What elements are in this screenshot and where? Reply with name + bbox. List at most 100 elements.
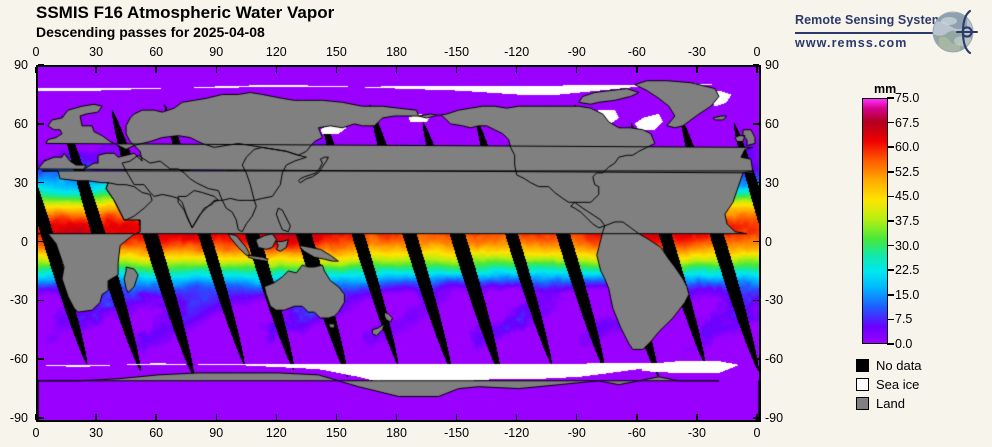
y-axis-tick-right — [753, 123, 759, 125]
y-axis-label-right: -30 — [765, 293, 784, 308]
x-axis-tick-bottom — [95, 414, 97, 420]
title-block: SSMIS F16 Atmospheric Water Vapor Descen… — [36, 3, 334, 41]
x-axis-label-bottom: -120 — [504, 426, 530, 440]
y-axis-tick-right — [753, 64, 759, 66]
colorbar-tick — [887, 318, 894, 321]
page-title: SSMIS F16 Atmospheric Water Vapor — [36, 3, 335, 22]
x-axis-tick-bottom — [696, 414, 698, 420]
y-axis-label-left: 90 — [14, 58, 28, 72]
x-axis-label-top: 30 — [89, 45, 104, 59]
y-axis-label-left: 0 — [21, 234, 28, 249]
x-axis-tick-bottom — [215, 414, 217, 420]
legend-swatch — [856, 359, 869, 372]
y-axis-tick-right — [753, 299, 759, 302]
colorbar-tick-label: 15.0 — [895, 287, 920, 302]
x-axis-tick-bottom — [756, 414, 758, 420]
colorbar-tick — [887, 294, 894, 296]
colorbar-tick — [887, 220, 894, 222]
x-axis-label-top: 120 — [265, 45, 287, 59]
x-axis-label-bottom: 90 — [209, 426, 224, 440]
x-axis-tick-top — [215, 67, 217, 73]
y-axis-tick-right — [753, 240, 759, 243]
legend-label: Land — [876, 396, 905, 411]
x-axis-tick-bottom — [395, 414, 398, 420]
x-axis-label-top: 90 — [209, 45, 224, 59]
y-axis-tick-left — [38, 181, 44, 184]
y-axis-tick-right — [753, 181, 759, 184]
x-axis-label-top: -30 — [687, 45, 706, 59]
colorbar — [862, 98, 888, 344]
remss-logo[interactable]: Remote Sensing Systems www.remss.com — [795, 8, 985, 56]
y-axis-tick-left — [38, 417, 44, 419]
colorbar-tick — [887, 97, 894, 99]
x-axis-tick-top — [636, 67, 638, 73]
y-axis-label-left: -60 — [9, 352, 28, 367]
y-axis-label-right: 90 — [765, 58, 779, 72]
y-axis-tick-left — [38, 64, 44, 66]
x-axis-label-bottom: 60 — [149, 426, 164, 440]
y-axis-label-right: 60 — [765, 116, 779, 131]
colorbar-tick — [887, 269, 894, 271]
legend-swatch — [856, 378, 869, 391]
colorbar-tick-label: 37.5 — [895, 214, 920, 228]
y-axis-label-left: -90 — [9, 411, 28, 425]
x-axis-label-top: 180 — [386, 45, 407, 59]
colorbar-tick-label: 52.5 — [895, 164, 920, 179]
x-axis-tick-bottom — [636, 414, 638, 420]
x-axis-tick-bottom — [335, 414, 338, 420]
x-axis-tick-top — [35, 67, 37, 73]
x-axis-label-top: 60 — [149, 45, 164, 59]
x-axis-tick-bottom — [515, 414, 518, 420]
x-axis-tick-top — [395, 67, 398, 73]
y-axis-label-right: -60 — [765, 352, 784, 367]
x-axis-label-bottom: -60 — [627, 426, 646, 440]
y-axis-tick-right — [753, 417, 759, 419]
y-axis-tick-left — [38, 299, 44, 302]
colorbar-tick-label: 22.5 — [895, 263, 920, 278]
colorbar-tick — [887, 121, 894, 124]
y-axis-label-left: 60 — [14, 116, 28, 131]
x-axis-tick-bottom — [35, 414, 37, 420]
colorbar-tick-label: 0.0 — [895, 337, 913, 351]
x-axis-label-bottom: -30 — [687, 426, 706, 440]
x-axis-tick-top — [455, 67, 458, 73]
x-axis-label-bottom: 120 — [265, 426, 287, 440]
map-plot-area[interactable] — [36, 65, 761, 422]
x-axis-tick-top — [696, 67, 698, 73]
colorbar-unit-label: mm — [874, 82, 897, 96]
colorbar-tick-label: 7.5 — [895, 312, 913, 327]
logo-divider — [795, 32, 940, 34]
y-axis-label-left: 30 — [14, 175, 28, 190]
x-axis-tick-top — [576, 67, 578, 73]
y-axis-tick-left — [38, 123, 44, 125]
x-axis-tick-top — [756, 67, 758, 73]
x-axis-label-bottom: 30 — [89, 426, 104, 440]
x-axis-label-bottom: 180 — [386, 426, 407, 440]
x-axis-label-top: -150 — [444, 45, 470, 59]
globe-crosshair-icon — [932, 9, 979, 55]
legend-swatch — [856, 397, 869, 410]
y-axis-label-right: 30 — [765, 175, 779, 190]
x-axis-tick-bottom — [275, 414, 278, 420]
y-axis-label-right: -90 — [765, 411, 784, 425]
x-axis-tick-top — [275, 67, 278, 73]
logo-website-url: www.remss.com — [795, 36, 908, 50]
colorbar-tick — [887, 244, 894, 247]
x-axis-label-bottom: -90 — [567, 426, 586, 440]
colorbar-tick-label: 60.0 — [895, 140, 920, 155]
colorbar-tick-label: 30.0 — [895, 238, 920, 253]
colorbar-tick — [887, 171, 894, 173]
x-axis-label-top: -60 — [627, 45, 646, 59]
legend-label: Sea ice — [876, 377, 920, 392]
colorbar-tick-label: 75.0 — [895, 91, 920, 105]
x-axis-label-bottom: 150 — [325, 426, 347, 440]
x-axis-label-top: -90 — [567, 45, 586, 59]
colorbar-gradient — [863, 99, 887, 343]
x-axis-tick-bottom — [155, 414, 157, 420]
x-axis-label-top: 0 — [32, 45, 40, 59]
page-subtitle: Descending passes for 2025-04-08 — [36, 24, 265, 40]
colorbar-tick — [887, 146, 894, 148]
x-axis-label-bottom: 0 — [32, 426, 40, 440]
x-axis-label-bottom: 0 — [753, 426, 761, 440]
